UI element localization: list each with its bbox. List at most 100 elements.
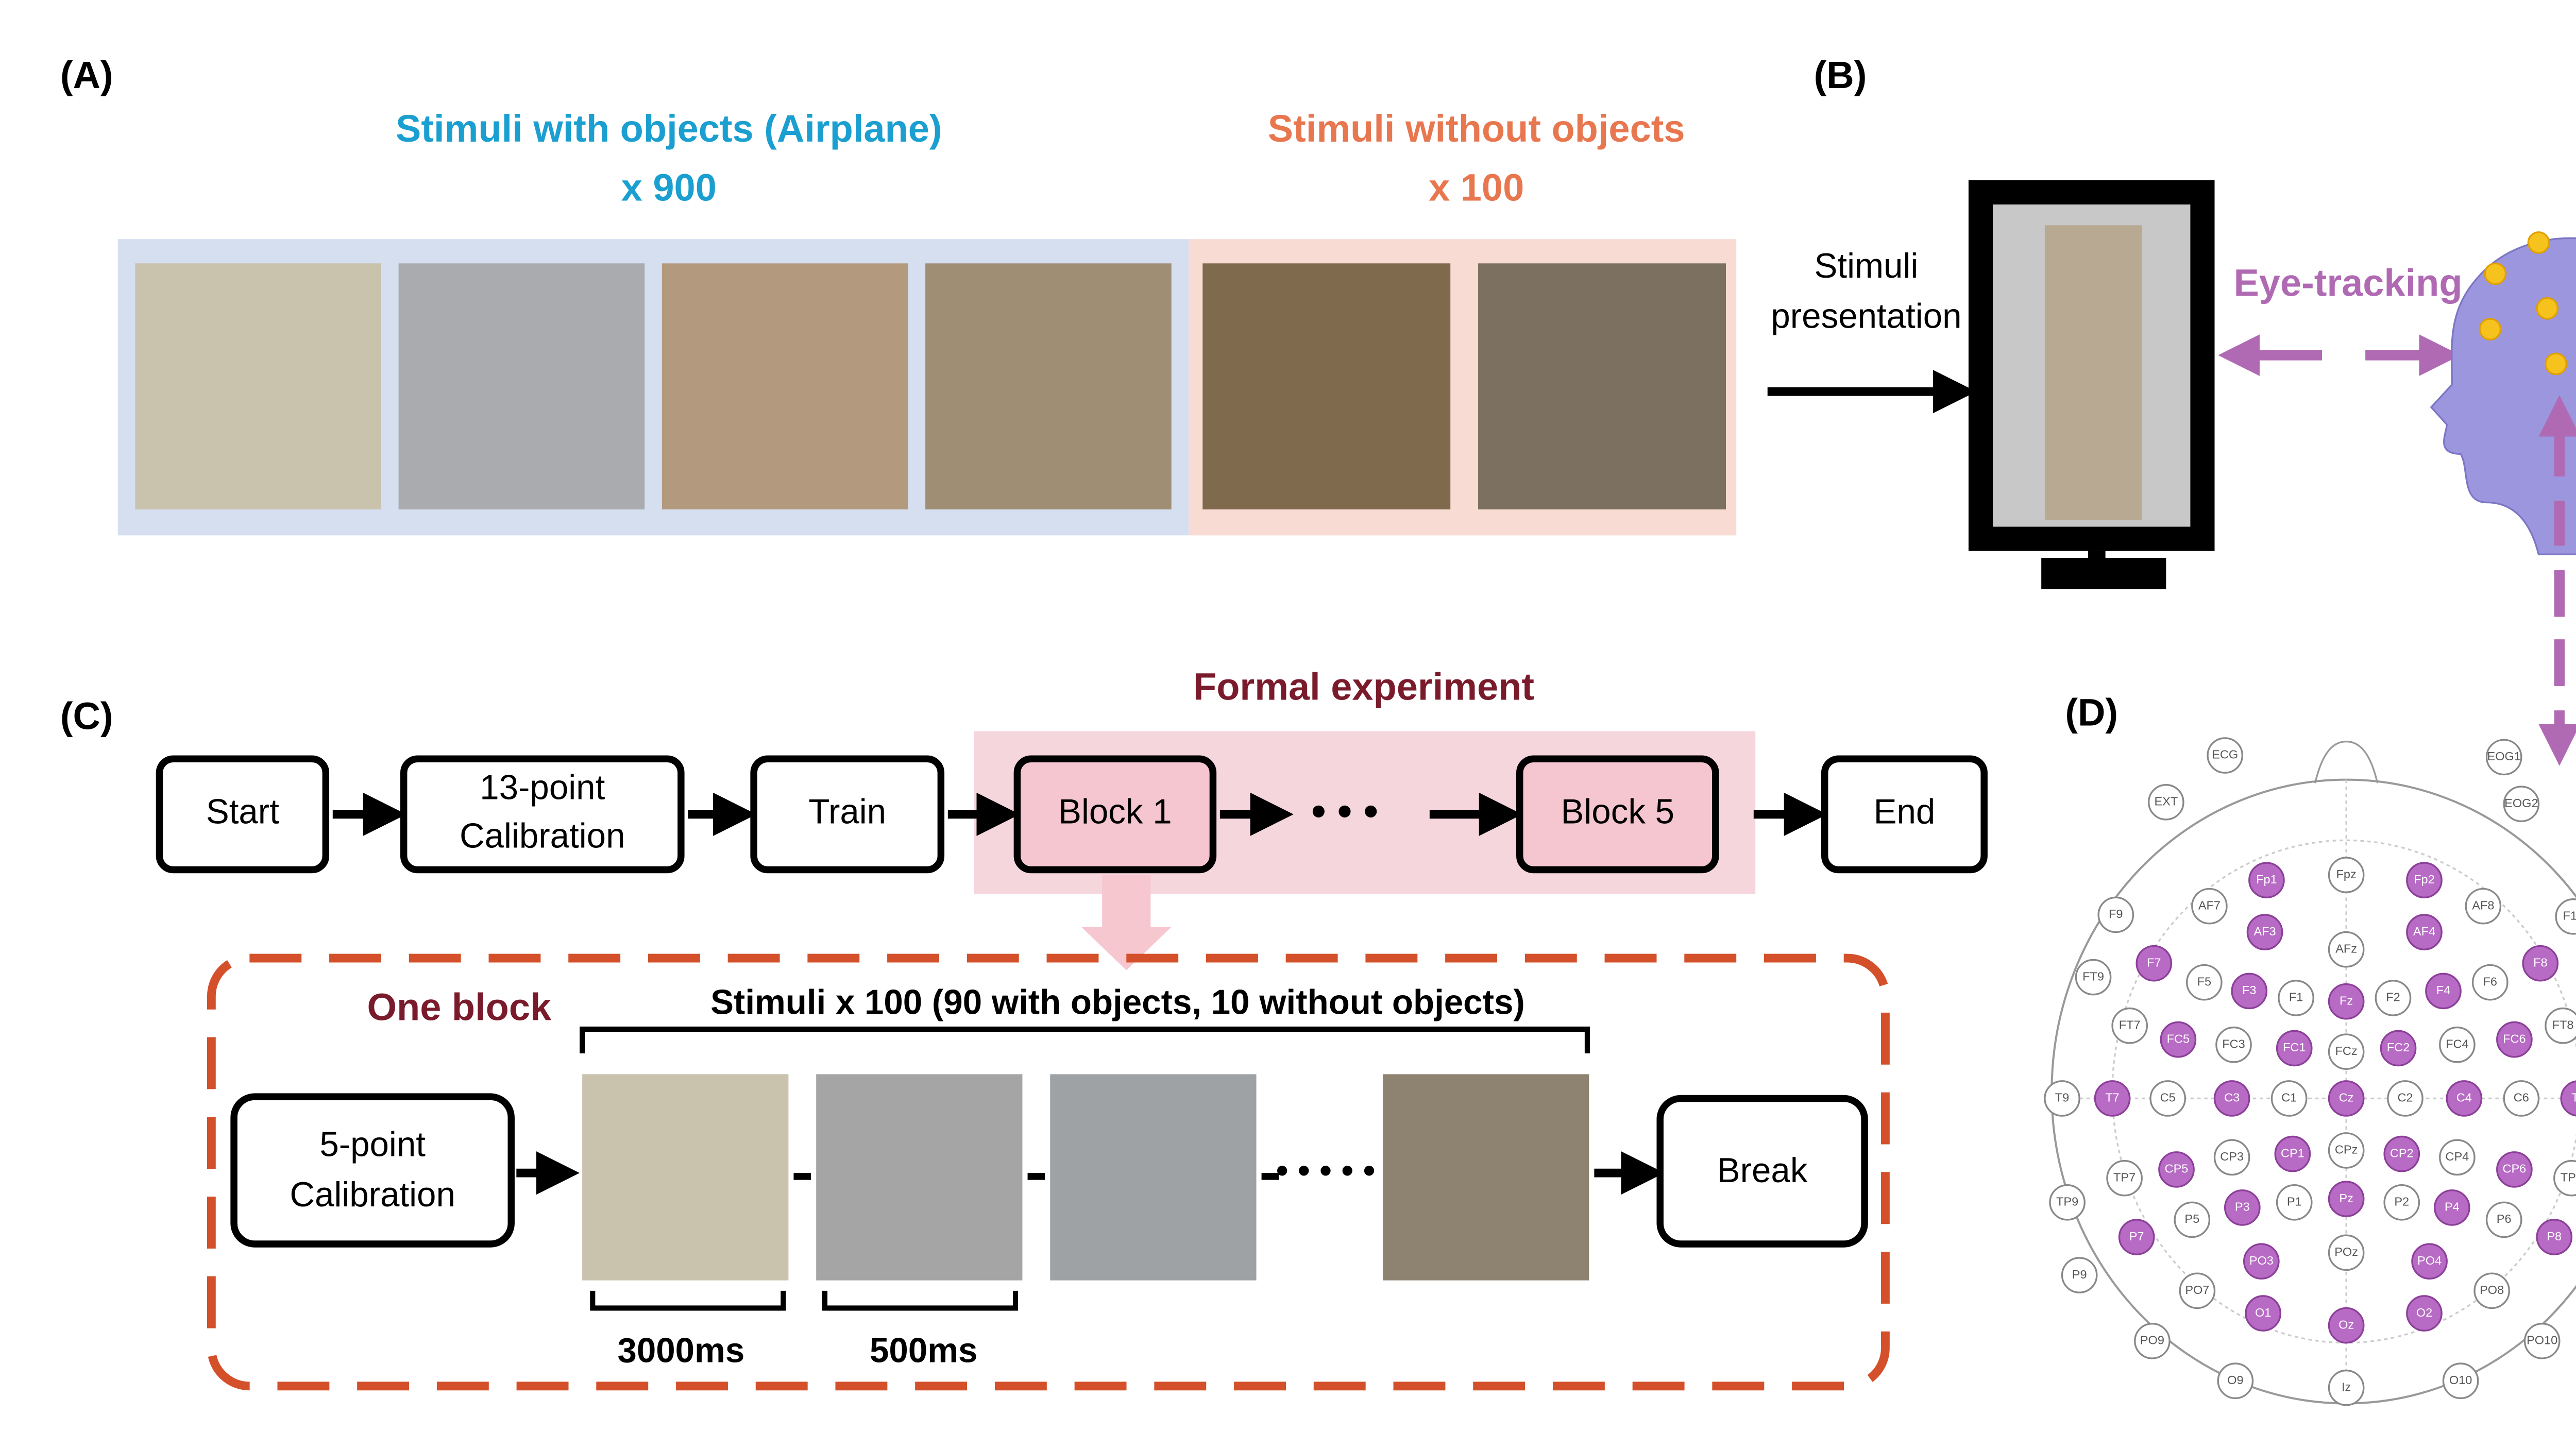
electrode-label: FT7 [2119,1018,2141,1031]
electrode [2106,1160,2143,1197]
electrode-label: TP8 [2561,1170,2576,1184]
electrode [2383,1135,2420,1172]
label: Break [1717,1151,1808,1190]
image [398,263,645,509]
electrode [2148,784,2184,821]
electrode-label: FC6 [2503,1032,2526,1045]
electrode-label: Fp2 [2414,873,2435,886]
electrode-label: C5 [2160,1091,2176,1104]
electrode-label: CPz [2335,1143,2358,1156]
box-label: 13-point [480,769,605,807]
heading: Formal experiment [1193,665,1534,708]
electrode [2406,1295,2443,1332]
electrode [2278,980,2314,1016]
electrode-label: PO9 [2140,1334,2164,1347]
box-label: Start [206,793,279,831]
electrode-label: P2 [2394,1195,2409,1208]
label: Eye-tracking [2233,262,2462,304]
electrode-label: FC2 [2387,1041,2410,1054]
electrode [2270,1080,2308,1117]
box [156,755,330,874]
electrode-label: CP3 [2220,1150,2244,1163]
head [2430,237,2576,556]
electrode-label: FCz [2335,1044,2358,1058]
electrode [2328,1181,2365,1217]
electrode [2471,964,2509,1001]
electrode [2536,1219,2573,1255]
arrow [1081,875,1172,970]
electrode-label: EOG2 [2504,796,2538,810]
electrode-label: F5 [2197,975,2211,988]
electrode [2380,1030,2417,1067]
image [925,263,1172,509]
label: 500ms [870,1332,977,1370]
electrode [2207,737,2244,774]
electrode-label: PO7 [2185,1283,2209,1297]
electrode-label: F4 [2436,983,2450,997]
electrode-label: T9 [2055,1091,2069,1104]
heading: One block [367,985,552,1028]
electrode [2328,1234,2365,1271]
electrode [2446,1080,2483,1117]
panel-label: (A) [60,54,113,96]
image [1478,263,1726,509]
electrode-label: FC5 [2167,1032,2190,1045]
box [1656,1095,1868,1248]
heading: Stimuli with objects (Airplane) [396,107,942,150]
electrode-label: PO8 [2480,1283,2504,1297]
label: Stimuli x 100 (90 with objects, 10 witho… [710,983,1525,1022]
electrode [2485,739,2522,776]
electrode-label: PO10 [2527,1334,2557,1347]
image [1383,1074,1589,1281]
electrode-label: C6 [2514,1091,2529,1104]
electrode-label: P4 [2445,1200,2460,1214]
electrode-label: CP2 [2390,1146,2414,1160]
electrode-label: PO4 [2417,1254,2442,1267]
bracket [590,1290,1019,1311]
electrode [2496,1021,2533,1058]
sensors [2479,231,2567,376]
box-label: End [1874,793,1936,831]
image [1202,263,1451,509]
electrode-label: F8 [2533,956,2547,969]
image [662,263,908,509]
electrode [2136,945,2173,982]
box-label: Train [808,793,886,831]
box-label: Block 5 [1561,793,1675,831]
electrode [2522,945,2559,982]
electrode-label: P6 [2497,1212,2512,1225]
electrode-label: C2 [2397,1091,2413,1104]
electrode [2523,1323,2561,1359]
count: x 100 [1429,166,1524,209]
electrode-label: CP1 [2281,1146,2304,1160]
electrode [2224,1189,2261,1226]
electrode [2485,1201,2522,1238]
electrode [2383,1184,2420,1221]
electrode [2406,862,2443,899]
electrode [2186,964,2223,1001]
panel-label: (C) [60,694,113,737]
box-label: Calibration [460,817,625,856]
electrode-label: FC3 [2222,1037,2245,1050]
electrode-label: EXT [2154,795,2178,808]
electrode [2111,1007,2148,1044]
electrode [2503,1080,2540,1117]
electrode [2246,914,2283,950]
electrode-label: P1 [2287,1195,2302,1208]
electrode [2174,1201,2211,1238]
ellipsis: • • • • • [1276,1151,1375,1190]
electrode [2553,1160,2576,1197]
electrode-label: Fz [2340,994,2353,1007]
electrode-label: T7 [2105,1091,2119,1104]
electrode [2465,888,2502,925]
electrode-label: AF7 [2198,898,2221,912]
electrode-label: FC1 [2283,1041,2306,1054]
electrode [2097,896,2134,933]
electrode [2387,1080,2424,1117]
label: 5-point [319,1125,426,1164]
panel-label: (D) [2065,691,2118,734]
electrode-label: F3 [2242,983,2256,997]
electrode [2274,1135,2311,1172]
box [230,1093,515,1248]
electrode [2149,1080,2187,1117]
